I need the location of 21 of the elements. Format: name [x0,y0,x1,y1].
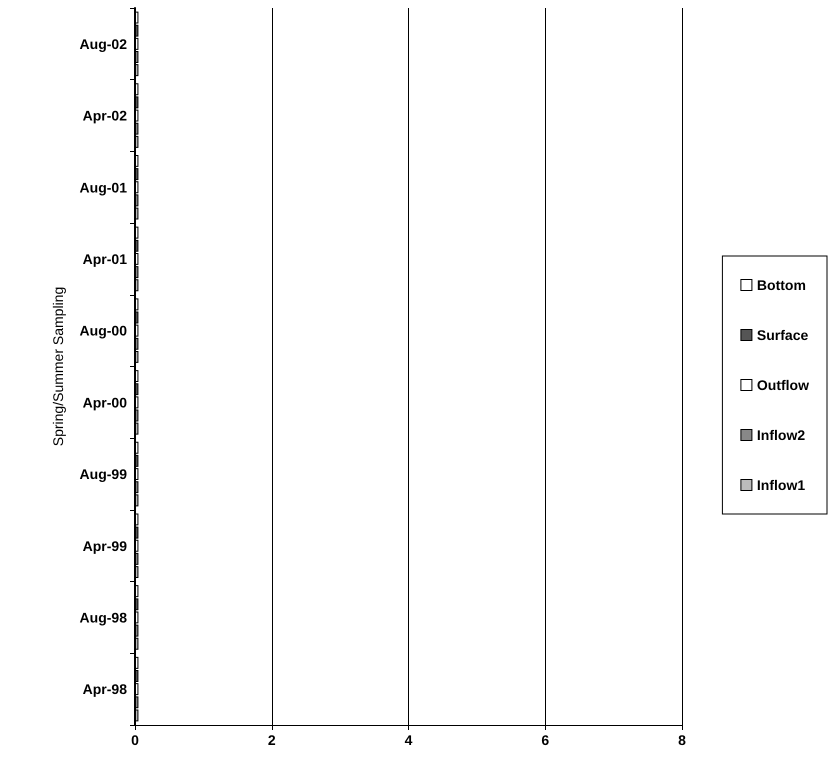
legend-label: Outflow [756,377,810,393]
x-tick-label: 4 [404,732,413,748]
y-tick-label: Apr-98 [82,681,128,698]
y-tick-label: Aug-01 [80,179,128,196]
x-tick-label: 0 [131,732,140,748]
y-tick-label: Aug-99 [80,466,128,482]
y-tick-label: Aug-00 [80,322,128,339]
legend-label: Inflow2 [756,427,806,443]
legend-label: Inflow1 [756,477,806,493]
x-tick-label: 6 [541,732,550,748]
y-tick-label: Aug-02 [80,36,128,52]
y-axis-title: Spring/Summer Sampling [50,286,66,446]
y-tick-label: Apr-99 [82,538,128,554]
y-tick-label: Aug-98 [80,609,128,626]
y-tick-label: Apr-01 [82,250,128,267]
y-tick-label: Apr-00 [82,394,128,410]
x-tick-label: 8 [678,732,686,748]
x-tick-label: 2 [268,732,276,748]
legend-label: Bottom [756,277,806,293]
legend-label: Surface [756,327,808,343]
y-tick-label: Apr-02 [82,108,128,124]
